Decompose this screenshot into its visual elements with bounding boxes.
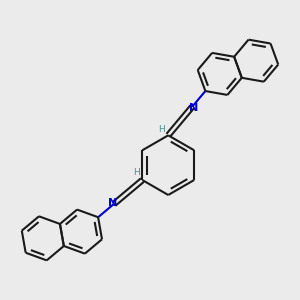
Text: H: H [133,168,140,177]
Text: N: N [108,198,118,208]
Text: N: N [188,103,198,113]
Text: H: H [158,125,164,134]
